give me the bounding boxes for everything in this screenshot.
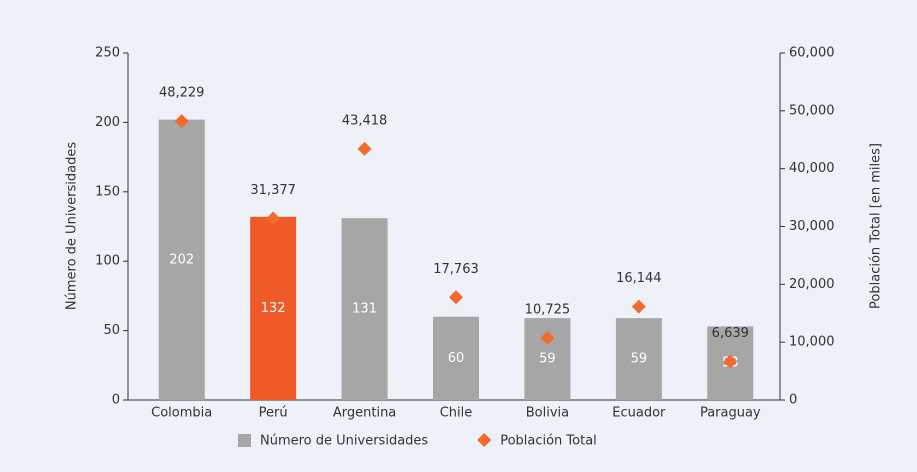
y2-axis-title: Población Total [en miles]	[869, 143, 884, 309]
bar	[158, 119, 205, 401]
bar	[341, 218, 388, 400]
diamond-marker	[357, 141, 372, 156]
legend-swatch	[477, 433, 492, 447]
y2-tick-label: 20,000	[789, 277, 835, 292]
y-tick-label: 50	[103, 323, 120, 338]
bar	[615, 318, 662, 400]
y2-tick-label: 60,000	[789, 46, 835, 61]
y-tick-label: 0	[112, 393, 120, 408]
bar-value-label: 132	[261, 301, 286, 316]
y-tick-label: 100	[95, 254, 120, 269]
diamond-marker	[723, 354, 738, 369]
legend-label: Población Total	[500, 434, 597, 449]
bar	[433, 316, 479, 400]
y2-tick-label: 10,000	[789, 335, 835, 350]
point-value-label: 17,763	[433, 262, 479, 277]
x-tick-label: Paraguay	[700, 406, 761, 421]
legend-label: Número de Universidades	[260, 434, 428, 449]
diamond-marker	[449, 290, 463, 305]
y2-tick-label: 50,000	[789, 103, 835, 118]
point-value-label: 43,418	[342, 113, 388, 128]
diamond-marker	[540, 330, 555, 345]
x-tick-label: Perú	[259, 406, 288, 421]
y-tick-label: 150	[95, 184, 120, 199]
point-value-label: 6,639	[712, 326, 749, 341]
y-tick-label: 250	[95, 46, 120, 61]
bar-value-label: 59	[539, 352, 556, 367]
bar-value-label: 59	[631, 352, 648, 367]
diamond-marker	[174, 114, 189, 129]
diamond-marker	[266, 211, 281, 226]
x-tick-label: Chile	[440, 406, 473, 421]
bar	[250, 216, 297, 400]
y2-tick-label: 40,000	[789, 161, 835, 176]
x-tick-label: Ecuador	[612, 406, 666, 421]
y-tick-label: 200	[95, 115, 120, 130]
x-tick-label: Argentina	[333, 406, 396, 421]
bar-value-label: 131	[352, 302, 377, 317]
x-tick-label: Bolivia	[526, 406, 569, 421]
point-value-label: 31,377	[250, 183, 296, 198]
bar-value-label: 60	[448, 351, 465, 366]
legend-swatch	[238, 434, 251, 447]
y2-tick-label: 0	[789, 393, 797, 408]
bar-value-label: 202	[169, 252, 194, 267]
point-value-label: 16,144	[616, 271, 662, 286]
x-tick-label: Colombia	[151, 406, 212, 421]
y-axis-title: Número de Universidades	[65, 142, 80, 310]
point-value-label: 10,725	[525, 302, 571, 317]
y2-tick-label: 30,000	[789, 219, 835, 234]
diamond-marker	[631, 299, 646, 314]
point-value-label: 48,229	[159, 86, 205, 101]
